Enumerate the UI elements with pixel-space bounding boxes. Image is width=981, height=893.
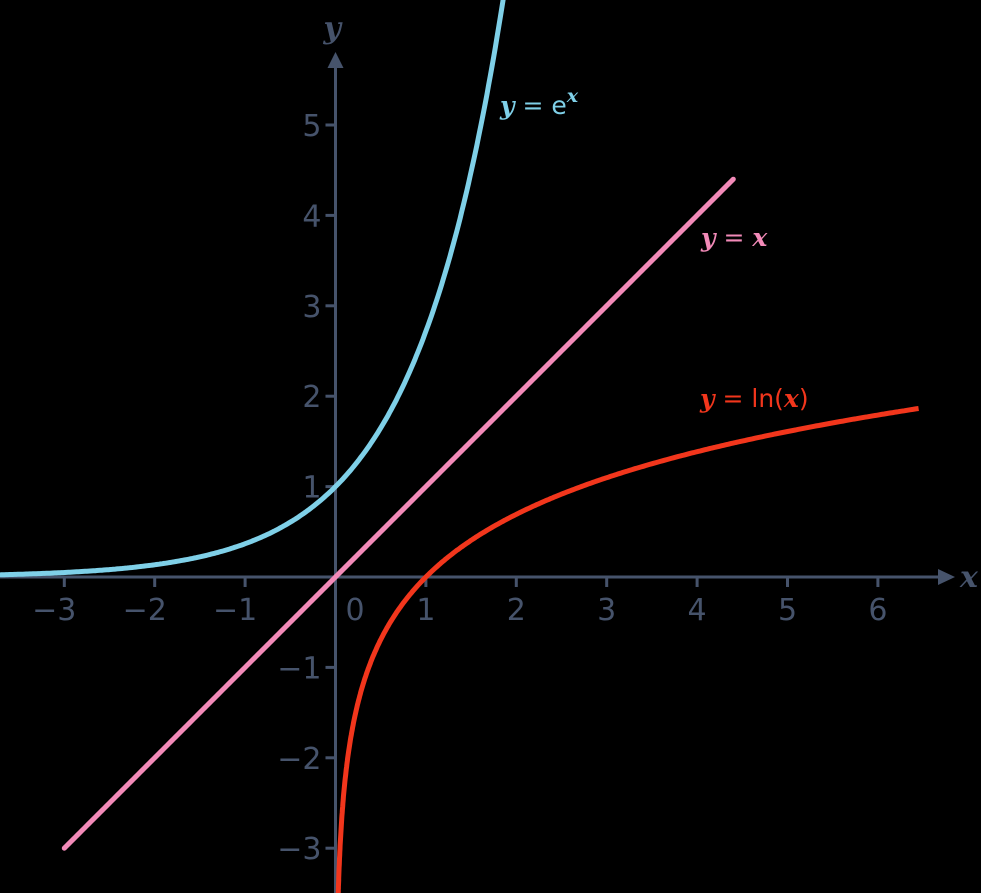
y-tick-label: 2 [302,380,321,415]
label-ln-close: ) [799,384,809,413]
curve-ln [335,406,919,893]
curve-labels: y = ex y = x y = ln(x) [499,85,809,413]
y-tick-label: −2 [277,742,321,777]
y-tick-label: 3 [302,290,321,325]
label-ln: y = ln(x) [699,384,809,413]
x-tick-label: −1 [213,593,257,628]
label-exp-sup: x [566,85,579,107]
x-tick-label: −3 [32,593,76,628]
x-ticks: −3 −2 −1 0 1 2 3 4 5 6 [32,577,887,628]
x-tick-label: 0 [346,593,365,628]
label-exp-y: y [499,91,516,120]
curves [0,0,919,893]
label-ln-x: x [783,384,800,413]
x-tick-label: 1 [416,593,435,628]
x-tick-label: 3 [597,593,616,628]
y-axis: −3 −2 −1 1 2 3 4 5 y [277,11,344,893]
y-axis-arrow-icon [327,52,344,68]
label-ln-y: y [699,384,716,413]
y-tick-label: −3 [277,832,321,867]
x-tick-label: 4 [688,593,707,628]
y-axis-label: y [323,11,344,46]
curve-exp [0,0,506,578]
x-axis-label: x [959,560,979,595]
y-tick-label: 4 [302,199,321,234]
y-ticks: −3 −2 −1 1 2 3 4 5 [277,109,336,867]
y-tick-label: 5 [302,109,321,144]
x-tick-label: 6 [868,593,887,628]
x-axis-arrow-icon [938,569,955,585]
y-tick-label: −1 [277,651,321,686]
x-tick-label: 2 [507,593,526,628]
label-exp: y = ex [499,85,579,120]
x-axis: −3 −2 −1 0 1 2 3 4 5 6 x [0,560,979,628]
label-identity: y = x [700,223,768,252]
label-ln-eq: = ln( [715,384,784,413]
curve-identity [61,176,736,851]
y-tick-label: 1 [302,471,321,506]
label-exp-eq: = e [515,91,567,120]
label-identity-x: x [751,223,768,252]
label-identity-y: y [700,223,717,252]
label-identity-eq: = [716,223,753,252]
x-tick-label: 5 [778,593,797,628]
x-tick-label: −2 [123,593,167,628]
